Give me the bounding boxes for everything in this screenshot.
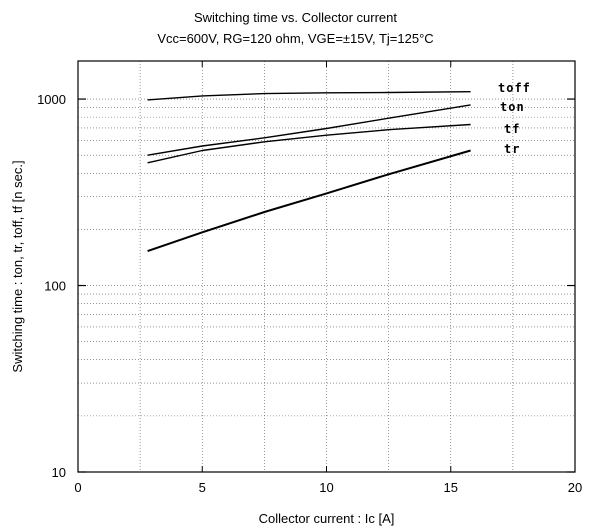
- x-tick-label: 20: [568, 480, 582, 495]
- chart-subtitle: Vcc=600V, RG=120 ohm, VGE=±15V, Tj=125°C: [157, 31, 434, 46]
- series-label-toff: toff: [498, 81, 531, 95]
- y-tick-label: 100: [44, 279, 66, 294]
- y-tick-label: 10: [52, 465, 66, 480]
- chart-title: Switching time vs. Collector current: [193, 10, 397, 25]
- x-tick-label: 0: [74, 480, 81, 495]
- series-line-tf: [147, 123, 471, 164]
- axis-ticks: 0 5 10 15 20 10 100 1000: [37, 61, 582, 495]
- series-line-ton: [147, 104, 471, 156]
- x-axis-title: Collector current : Ic [A]: [259, 511, 395, 526]
- x-tick-label: 10: [319, 480, 333, 495]
- y-axis-title: Switching time : ton, tr, toff, tf [n se…: [10, 160, 25, 372]
- series-labels: toff ton tf tr: [498, 81, 531, 156]
- series-label-tf: tf: [504, 122, 520, 136]
- series-line-toff: [147, 91, 471, 101]
- series-label-tr: tr: [504, 142, 520, 156]
- series-line-tr: [147, 149, 471, 253]
- y-tick-label: 1000: [37, 92, 66, 107]
- grid: [78, 61, 575, 472]
- x-tick-label: 5: [199, 480, 206, 495]
- plot-frame: [77, 60, 576, 473]
- x-tick-label: 15: [444, 480, 458, 495]
- series-label-ton: ton: [500, 100, 525, 114]
- series-lines: [147, 91, 471, 253]
